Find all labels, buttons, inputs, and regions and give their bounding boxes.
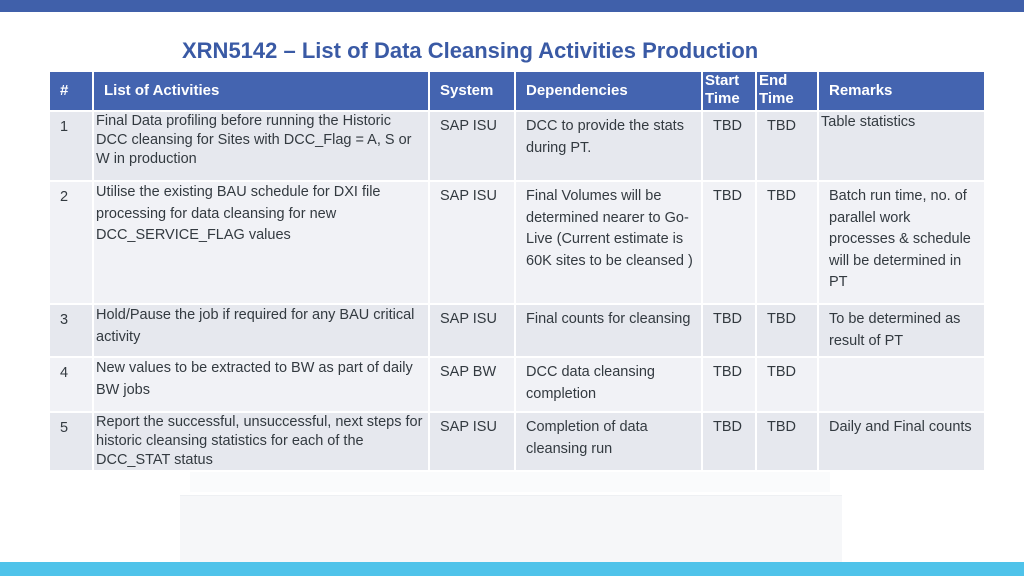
top-accent-bar xyxy=(0,0,1024,12)
row-number: 4 xyxy=(48,356,94,413)
table-header-row: # List of Activities System Dependencies… xyxy=(48,70,986,112)
remarks-cell: To be determined as result of PT xyxy=(817,303,986,358)
page-title: XRN5142 – List of Data Cleansing Activit… xyxy=(182,38,759,63)
header-dependencies: Dependencies xyxy=(514,70,703,112)
activity-cell: Final Data profiling before running the … xyxy=(92,110,430,182)
header-end-time: End Time xyxy=(755,70,819,112)
system-cell: SAP ISU xyxy=(428,303,516,358)
header-start-line1: Start xyxy=(705,72,740,89)
start-time-cell: TBD xyxy=(701,356,757,413)
remarks-cell: Table statistics xyxy=(817,110,986,182)
system-cell: SAP ISU xyxy=(428,180,516,305)
table-row: 5 Report the successful, unsuccessful, n… xyxy=(48,411,986,472)
dependencies-cell: DCC data cleansing completion xyxy=(514,356,703,413)
activities-table: # List of Activities System Dependencies… xyxy=(48,70,986,472)
table-row: 4 New values to be extracted to BW as pa… xyxy=(48,356,986,413)
row-number: 3 xyxy=(48,303,94,358)
end-time-cell: TBD xyxy=(755,411,819,472)
remarks-cell: Batch run time, no. of parallel work pro… xyxy=(817,180,986,305)
end-time-cell: TBD xyxy=(755,303,819,358)
header-number: # xyxy=(48,70,94,112)
row-number: 5 xyxy=(48,411,94,472)
remarks-cell: Daily and Final counts xyxy=(817,411,986,472)
system-cell: SAP BW xyxy=(428,356,516,413)
background-decoration xyxy=(180,495,842,563)
header-remarks: Remarks xyxy=(817,70,986,112)
dependencies-cell: DCC to provide the stats during PT. xyxy=(514,110,703,182)
header-start-time: Start Time xyxy=(701,70,757,112)
header-start-line2: Time xyxy=(705,90,740,107)
header-activities: List of Activities xyxy=(92,70,430,112)
row-number: 1 xyxy=(48,110,94,182)
end-time-cell: TBD xyxy=(755,180,819,305)
system-cell: SAP ISU xyxy=(428,110,516,182)
dependencies-cell: Final Volumes will be determined nearer … xyxy=(514,180,703,305)
end-time-cell: TBD xyxy=(755,356,819,413)
background-decoration xyxy=(190,470,830,492)
activity-cell: New values to be extracted to BW as part… xyxy=(92,356,430,413)
activity-cell: Report the successful, unsuccessful, nex… xyxy=(92,411,430,472)
header-end-line1: End xyxy=(759,72,788,89)
start-time-cell: TBD xyxy=(701,110,757,182)
end-time-cell: TBD xyxy=(755,110,819,182)
table-row: 3 Hold/Pause the job if required for any… xyxy=(48,303,986,358)
remarks-cell xyxy=(817,356,986,413)
bottom-accent-bar xyxy=(0,562,1024,576)
header-end-line2: Time xyxy=(759,90,794,107)
header-system: System xyxy=(428,70,516,112)
table-row: 1 Final Data profiling before running th… xyxy=(48,110,986,182)
start-time-cell: TBD xyxy=(701,411,757,472)
activity-cell: Utilise the existing BAU schedule for DX… xyxy=(92,180,430,305)
system-cell: SAP ISU xyxy=(428,411,516,472)
table-row: 2 Utilise the existing BAU schedule for … xyxy=(48,180,986,305)
activity-cell: Hold/Pause the job if required for any B… xyxy=(92,303,430,358)
row-number: 2 xyxy=(48,180,94,305)
dependencies-cell: Completion of data cleansing run xyxy=(514,411,703,472)
dependencies-cell: Final counts for cleansing xyxy=(514,303,703,358)
start-time-cell: TBD xyxy=(701,303,757,358)
start-time-cell: TBD xyxy=(701,180,757,305)
